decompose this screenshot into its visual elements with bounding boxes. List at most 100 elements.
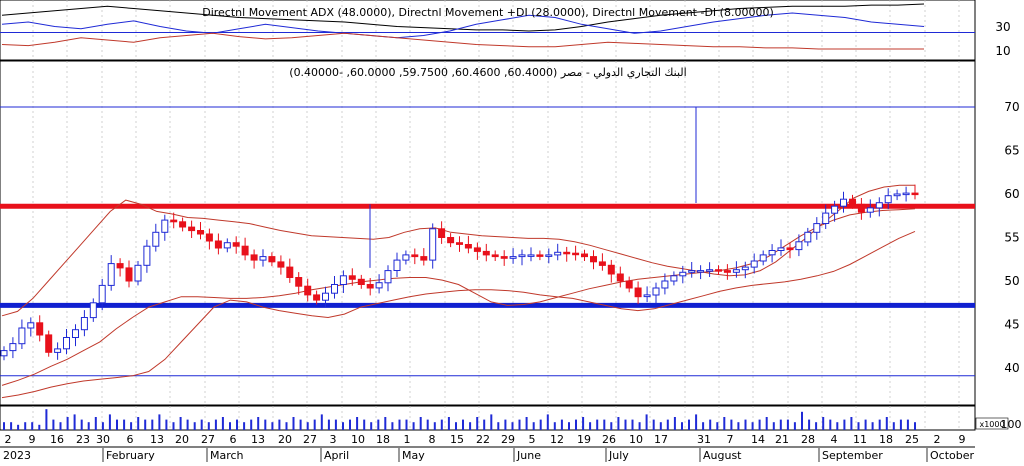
x-day-label: 11 [853, 433, 867, 446]
volume-ytick: 100 [1001, 418, 1022, 431]
x-month-label: April [324, 449, 349, 462]
volume-bar [264, 419, 267, 430]
x-day-label: 29 [501, 433, 515, 446]
x-day-label: 2 [934, 433, 941, 446]
volume-bar [681, 422, 683, 430]
volume-bar [363, 419, 366, 430]
volume-bar [688, 419, 690, 430]
x-day-label: 19 [577, 433, 591, 446]
volume-bar [455, 422, 457, 430]
volume-bar [793, 422, 796, 430]
volume-bar [716, 422, 719, 430]
candle-body [625, 280, 633, 289]
candle-body [331, 284, 338, 294]
volume-bar [483, 419, 486, 430]
volume-bar [38, 424, 41, 430]
candle-body [572, 252, 580, 256]
volume-bar [702, 422, 705, 430]
volume-bar [666, 419, 669, 430]
candle-body [884, 195, 892, 204]
volume-bar [589, 422, 592, 430]
volume-bar [334, 419, 337, 430]
candle-body [741, 266, 749, 271]
price-title: البنك التجاري الدولي - مصر (60.4000, 60.… [289, 66, 686, 79]
volume-bar [66, 417, 69, 430]
volume-bar [603, 419, 606, 430]
volume-bar [52, 419, 55, 430]
volume-bar [80, 419, 83, 430]
volume-bar [610, 422, 613, 430]
price-ytick: 60 [1004, 187, 1019, 201]
candle-body [205, 233, 213, 242]
volume-frame [0, 405, 976, 431]
volume-bar [108, 414, 111, 430]
volume-bar [645, 414, 648, 430]
plus-di-line [1, 12, 925, 39]
candle-body [313, 294, 321, 301]
candle-body [214, 240, 222, 249]
volume-bar [200, 419, 203, 430]
price-grid [32, 61, 960, 405]
price-ytick: 65 [1004, 144, 1019, 158]
x-month-label: October [930, 449, 974, 462]
candle-body [813, 223, 821, 233]
candle-body [384, 270, 392, 284]
candle-body [777, 247, 785, 251]
candle-body [277, 261, 285, 268]
x-day-label: 28 [801, 433, 815, 446]
volume-bar [370, 422, 373, 430]
x-day-label: 26 [602, 433, 616, 446]
volume-bar [504, 419, 507, 430]
candle-body [72, 329, 79, 339]
volume-bar [885, 417, 888, 430]
volume-bar [447, 417, 450, 430]
volume-bar [546, 414, 549, 430]
candle-body [402, 254, 410, 261]
candle-body [768, 250, 776, 256]
volume-bar [532, 422, 535, 430]
x-month-label: February [106, 449, 155, 462]
volume-bar [10, 422, 13, 430]
volume-bar [306, 422, 309, 430]
x-day-label: 18 [879, 433, 893, 446]
candle-body [491, 254, 499, 258]
volume-bar [250, 419, 253, 430]
volume-bar [560, 419, 563, 430]
bollinger-bottom [1, 230, 916, 399]
candle-body [447, 237, 455, 244]
volume-bar [356, 417, 359, 430]
adx-line [1, 3, 925, 32]
candle-body [170, 219, 178, 223]
volume-bar [497, 422, 500, 430]
volume-bar [433, 422, 436, 430]
volume-bar [271, 422, 274, 430]
volume-bar [391, 422, 394, 430]
x-month-label: March [210, 449, 244, 462]
indicator-grid [32, 0, 960, 60]
candle-body [590, 256, 597, 263]
candle-body [857, 203, 865, 213]
volume-bar [525, 417, 528, 430]
volume-bar [137, 417, 140, 430]
volume-bar [236, 419, 238, 430]
volume-bar [313, 419, 316, 430]
candle-body [125, 267, 133, 282]
price-panel: البنك التجاري الدولي - مصر (60.4000, 60.… [0, 60, 1020, 406]
volume-bar [709, 419, 712, 430]
candle-body [679, 271, 687, 277]
volume-bar [518, 419, 521, 430]
volume-bar [426, 419, 429, 430]
x-day-label: 10 [629, 433, 643, 446]
volume-bar [320, 414, 323, 430]
minus-di-line [1, 32, 924, 50]
candle-body [339, 275, 347, 285]
volume-bar [511, 422, 514, 430]
candle-body [259, 256, 267, 261]
candle-body [661, 280, 669, 289]
x-day-label: 15 [450, 433, 464, 446]
volume-bar [539, 419, 542, 430]
volume-bar [490, 414, 493, 430]
price-y-ticks: 70 65 60 55 50 45 40 [1004, 100, 1019, 375]
